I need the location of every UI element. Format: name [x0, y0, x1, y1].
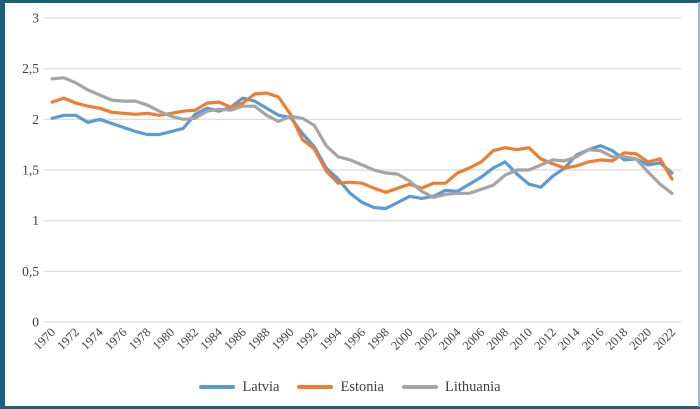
x-tick-label: 2012 — [531, 325, 559, 353]
x-tick-label: 1976 — [102, 325, 130, 353]
y-tick-label: 0,5 — [22, 264, 39, 279]
legend-swatch-estonia — [297, 385, 334, 389]
x-tick-label: 2016 — [579, 325, 607, 353]
x-tick-label: 1980 — [150, 325, 178, 353]
legend: Latvia Estonia Lithuania — [0, 376, 700, 398]
legend-swatch-lithuania — [401, 385, 438, 389]
x-tick-label: 2010 — [507, 325, 535, 353]
y-tick-label: 1 — [32, 213, 39, 228]
x-tick-label: 1996 — [341, 325, 369, 353]
frame-border-left — [0, 0, 5, 409]
gridlines — [44, 17, 681, 323]
x-tick-label: 1974 — [78, 325, 106, 353]
legend-label: Latvia — [242, 378, 280, 395]
x-tick-label: 2006 — [460, 325, 488, 353]
x-tick-label: 1982 — [174, 325, 202, 353]
x-tick-label: 2002 — [412, 325, 440, 353]
x-tick-label: 1998 — [364, 325, 392, 353]
x-tick-label: 2008 — [484, 325, 512, 353]
legend-label: Estonia — [340, 378, 384, 395]
x-tick-label: 2014 — [555, 325, 583, 353]
x-tick-label: 1992 — [293, 325, 321, 353]
frame-border-right — [698, 2, 700, 407]
frame-border-bottom — [0, 406, 700, 409]
x-tick-label: 1990 — [269, 325, 297, 353]
x-axis-labels: 1970197219741976197819801982198419861988… — [31, 325, 679, 353]
y-axis-labels: 0 0,5 1 1,5 2 2,5 3 — [22, 11, 39, 330]
x-tick-label: 2000 — [388, 325, 416, 353]
x-tick-label: 2020 — [627, 325, 655, 353]
x-tick-label: 1978 — [126, 325, 154, 353]
series-line-latvia — [50, 96, 674, 211]
x-tick-label: 1994 — [317, 325, 345, 353]
y-tick-label: 2 — [32, 112, 39, 127]
x-tick-label: 2018 — [603, 325, 631, 353]
y-tick-label: 0 — [32, 315, 39, 330]
x-tick-label: 1972 — [54, 325, 82, 353]
series-lines — [50, 76, 674, 211]
legend-label: Lithuania — [444, 378, 501, 395]
series-line-lithuania — [50, 76, 674, 199]
legend-swatch-latvia — [199, 385, 236, 389]
x-tick-label: 2004 — [436, 325, 464, 353]
series-line-estonia — [50, 91, 674, 194]
legend-item-estonia: Estonia — [297, 379, 384, 396]
x-tick-label: 1984 — [197, 325, 225, 353]
y-tick-label: 3 — [32, 11, 39, 26]
y-tick-label: 2,5 — [22, 61, 39, 76]
x-tick-label: 1986 — [221, 325, 249, 353]
legend-item-lithuania: Lithuania — [401, 378, 501, 396]
frame-border-top — [0, 0, 700, 3]
x-tick-label: 2022 — [651, 325, 679, 353]
x-tick-label: 1988 — [245, 325, 273, 353]
y-tick-label: 1,5 — [22, 163, 39, 178]
legend-item-latvia: Latvia — [199, 379, 279, 396]
